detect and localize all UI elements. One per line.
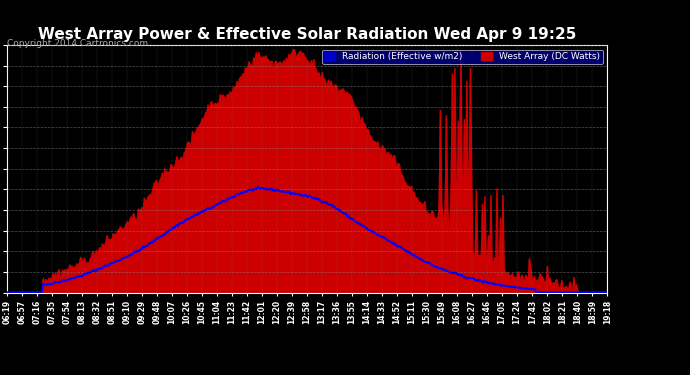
Text: Copyright 2014 Cartronics.com: Copyright 2014 Cartronics.com: [7, 39, 148, 48]
Legend: Radiation (Effective w/m2), West Array (DC Watts): Radiation (Effective w/m2), West Array (…: [322, 50, 602, 64]
Title: West Array Power & Effective Solar Radiation Wed Apr 9 19:25: West Array Power & Effective Solar Radia…: [38, 27, 576, 42]
